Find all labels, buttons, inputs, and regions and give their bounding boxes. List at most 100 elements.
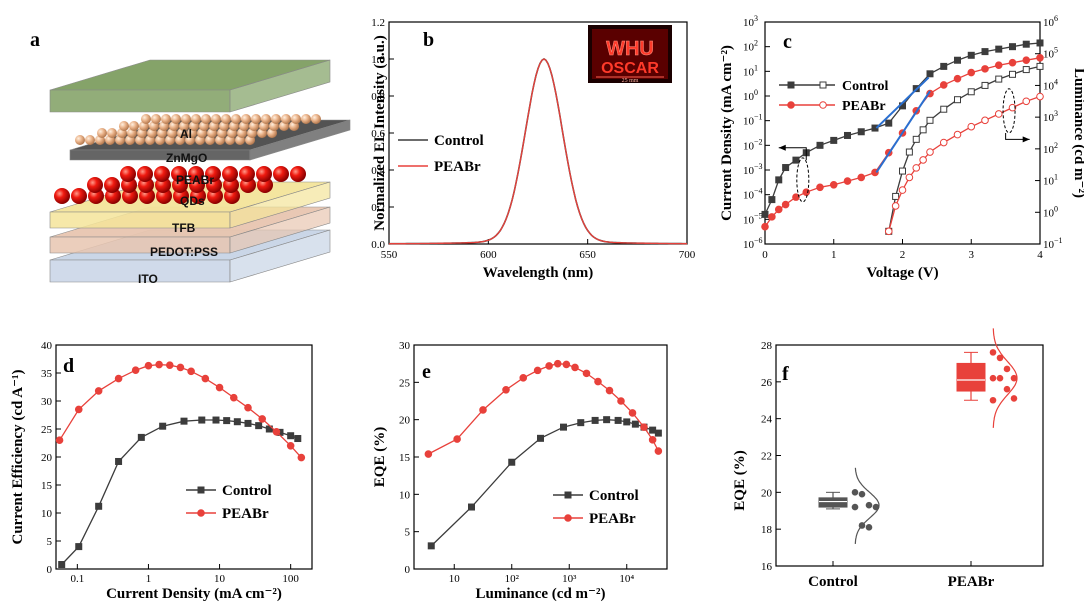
marker-control-left <box>857 128 865 136</box>
data-point <box>865 501 873 509</box>
marker-control-left <box>782 164 790 172</box>
y-tick-label: 28 <box>761 340 773 352</box>
marker-peabr-right <box>891 202 900 210</box>
marker-peabr <box>640 423 648 431</box>
y-tick-label: 20 <box>761 487 773 499</box>
data-point <box>1003 365 1011 373</box>
y-axis-title: EQE (%) <box>372 427 388 487</box>
inset-text-line2: OSCAR <box>601 60 659 77</box>
box-peabr <box>956 328 1018 428</box>
y-tick-label-left: 10−4 <box>743 187 763 202</box>
panel-letter-f: f <box>782 363 789 385</box>
marker-peabr-left <box>781 200 790 209</box>
znmgo-sphere <box>211 114 221 124</box>
left-axis-arrowhead <box>778 144 786 151</box>
chart-e-axes: 10 10² 10³ 10⁴ 0 5 10 15 20 25 30 Luminance (cd m⁻²… <box>372 340 668 602</box>
marker-control-right <box>919 126 927 134</box>
marker-peabr <box>144 361 153 370</box>
znmgo-sphere <box>97 128 107 138</box>
layer-label-ito: ITO <box>138 272 158 286</box>
marker-control <box>255 422 263 430</box>
chart-b-inset-photo: WHU OSCAR 25 mm <box>588 25 672 84</box>
panel-f-eqe-statistics: f 16 18 20 22 24 26 28 EQE (%) Control PEABr <box>732 328 1044 590</box>
y-tick-label-left: 100 <box>743 88 758 103</box>
right-axis-arrowhead <box>1022 136 1030 143</box>
znmgo-sphere <box>271 114 281 124</box>
y-tick-label: 15 <box>41 480 53 492</box>
marker-control-left <box>1009 43 1016 51</box>
marker-control <box>294 435 302 443</box>
znmgo-sphere <box>181 114 191 124</box>
inset-text-line1: WHU <box>606 38 654 60</box>
left-axis-ellipse <box>796 157 810 203</box>
data-point <box>858 490 866 498</box>
chart-b-axes: 550 600 650 700 0.0 0.2 0.4 0.6 0.8 1.0 1.2 Wavelen… <box>371 17 696 281</box>
qd-sphere <box>188 166 204 182</box>
y-tick-label: 0.6 <box>371 128 385 140</box>
chart-f-axes: 16 18 20 22 24 26 28 EQE (%) Control PEABr <box>732 340 1044 590</box>
znmgo-sphere <box>129 121 139 131</box>
y-tick-label-left: 101 <box>743 63 758 78</box>
marker-peabr-left <box>774 205 783 214</box>
x-tick-label: 10 <box>214 573 226 585</box>
x-tick-label: 1 <box>831 249 837 261</box>
marker-control <box>468 503 475 511</box>
y-tick-label-left: 10−6 <box>743 236 763 251</box>
marker-control <box>75 543 83 551</box>
data-point <box>851 489 859 496</box>
legend-marker-open-peabr <box>819 101 827 109</box>
y-tick-label-right: 102 <box>1043 141 1058 156</box>
y-axis-title: Normalized EL Intensity (a.u.) <box>372 35 388 230</box>
legend-marker-open-control <box>819 81 827 89</box>
x-tick-label: 10⁴ <box>619 573 634 585</box>
znmgo-sphere <box>291 114 301 124</box>
series-peabr-left <box>764 57 1041 228</box>
y-tick-label: 0.2 <box>371 202 385 214</box>
marker-control <box>180 417 188 425</box>
marker-control-right <box>905 148 913 156</box>
distribution-curve <box>992 328 1018 428</box>
marker-peabr-left <box>802 188 811 196</box>
data-point <box>989 374 997 382</box>
qd-sphere <box>87 177 103 193</box>
panel-e-eqe-luminance: e 10 10² 10³ 10⁴ 0 5 10 15 20 25 30 Luminance (cd m… <box>372 340 668 602</box>
qd-sphere <box>222 166 238 182</box>
y-tick-label: 25 <box>41 424 53 436</box>
marker-peabr-right <box>926 148 934 156</box>
marker-control <box>631 420 639 428</box>
qd-sphere <box>205 166 221 182</box>
fit-line-control <box>875 76 930 129</box>
chart-c-axes: 0 1 2 3 4 10−6 10−5 10−4 10−3 10−2 10−1 100 101 102 10… <box>719 14 1084 281</box>
marker-control-right <box>954 96 961 104</box>
marker-control-right <box>899 167 906 175</box>
marker-peabr-left <box>843 177 852 185</box>
marker-control <box>560 423 567 431</box>
data-point <box>996 354 1004 362</box>
y-tick-label: 16 <box>761 561 773 573</box>
marker-peabr <box>628 409 637 417</box>
marker-peabr <box>553 359 562 368</box>
marker-peabr <box>94 387 103 395</box>
marker-control <box>244 419 252 427</box>
marker-control-right <box>1022 66 1030 74</box>
marker-control <box>508 458 516 466</box>
marker-peabr-right <box>912 164 921 172</box>
legend-label-control: Control <box>589 488 639 504</box>
marker-peabr-right <box>953 130 962 139</box>
marker-control-right <box>940 105 948 113</box>
znmgo-sphere <box>241 114 251 124</box>
marker-control-right <box>1036 62 1044 70</box>
marker-peabr-right <box>1036 92 1044 101</box>
chart-e-frame <box>413 344 668 570</box>
marker-peabr <box>55 436 64 445</box>
znmgo-sphere <box>171 114 181 124</box>
marker-control-left <box>1036 39 1044 47</box>
marker-peabr <box>605 386 614 395</box>
distribution-curve <box>854 467 880 544</box>
marker-control-left <box>926 70 934 78</box>
chart-d-series: Control PEABr <box>55 360 306 569</box>
y-tick-label: 10 <box>399 489 411 501</box>
qd-sphere <box>154 166 170 182</box>
y-tick-label: 5 <box>47 536 53 548</box>
